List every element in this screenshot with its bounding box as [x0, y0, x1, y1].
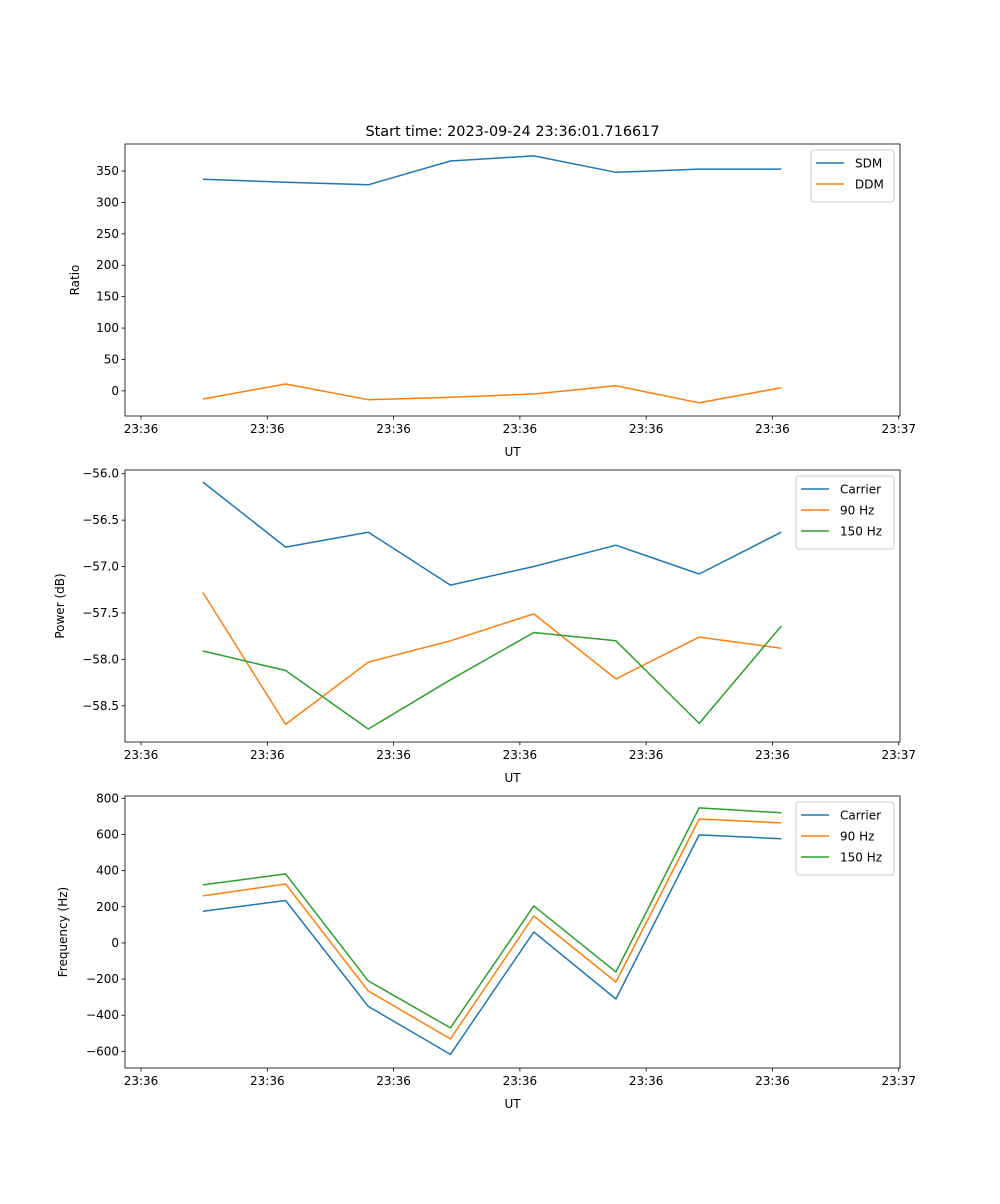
y-tick-label: −56.5	[82, 513, 119, 527]
y-tick-label: 100	[96, 321, 119, 335]
x-tick-label: 23:36	[250, 422, 285, 436]
x-tick-label: 23:36	[124, 748, 159, 762]
y-tick-label: −400	[86, 1008, 119, 1022]
x-axis-label: UT	[504, 771, 521, 785]
y-axis-label: Ratio	[68, 265, 82, 296]
series-line-ddm	[202, 383, 782, 404]
legend-label: 150 Hz	[840, 525, 882, 539]
x-tick-label: 23:36	[755, 748, 790, 762]
legend-label: SDM	[855, 157, 882, 171]
x-tick-label: 23:36	[124, 422, 159, 436]
y-tick-label: 400	[96, 864, 119, 878]
series-line-150-hz	[202, 807, 782, 1029]
series-line-carrier	[202, 834, 782, 1056]
x-tick-label: 23:36	[629, 422, 664, 436]
x-tick-label: 23:36	[629, 748, 664, 762]
y-tick-label: −57.5	[82, 606, 119, 620]
y-tick-label: −58.5	[82, 699, 119, 713]
y-axis-label: Power (dB)	[53, 573, 67, 638]
y-tick-label: 50	[104, 352, 119, 366]
x-tick-label: 23:37	[881, 1074, 916, 1088]
x-tick-label: 23:37	[881, 748, 916, 762]
y-tick-label: 0	[111, 384, 119, 398]
y-axis-label: Frequency (Hz)	[56, 887, 70, 978]
x-tick-label: 23:37	[881, 422, 916, 436]
legend-label: 150 Hz	[840, 851, 882, 865]
subplot-2: 23:36 23:36 23:36 23:36 23:36 23:36 23:37 −58.5…	[53, 467, 916, 785]
x-tick-label: 23:36	[376, 422, 411, 436]
y-tick-label: 200	[96, 258, 119, 272]
y-tick-label: 600	[96, 827, 119, 841]
legend-label: 90 Hz	[840, 504, 874, 518]
x-tick-label: 23:36	[503, 1074, 538, 1088]
x-tick-label: 23:36	[629, 1074, 664, 1088]
y-tick-label: −600	[86, 1044, 119, 1058]
axes-frame	[124, 143, 901, 417]
series-line-150-hz	[202, 625, 782, 730]
y-tick-label: 250	[96, 227, 119, 241]
y-tick-label: −200	[86, 972, 119, 986]
legend-label: DDM	[855, 178, 884, 192]
axes-frame	[124, 795, 901, 1069]
x-tick-label: 23:36	[755, 422, 790, 436]
y-tick-label: 350	[96, 164, 119, 178]
x-axis-label: UT	[504, 445, 521, 459]
y-tick-label: −56.0	[82, 467, 119, 481]
x-tick-label: 23:36	[755, 1074, 790, 1088]
legend: Carrier 90 Hz 150 Hz	[795, 475, 895, 550]
chart-title: Start time: 2023-09-24 23:36:01.716617	[365, 124, 659, 140]
x-tick-label: 23:36	[124, 1074, 159, 1088]
x-tick-label: 23:36	[250, 748, 285, 762]
y-tick-label: −58.0	[82, 652, 119, 666]
series-line-carrier	[202, 481, 782, 586]
x-tick-label: 23:36	[503, 422, 538, 436]
legend-label: 90 Hz	[840, 830, 874, 844]
y-tick-label: 800	[96, 791, 119, 805]
x-tick-label: 23:36	[376, 748, 411, 762]
legend: SDM DDM	[810, 149, 895, 203]
x-tick-label: 23:36	[376, 1074, 411, 1088]
series-line-90-hz	[202, 818, 782, 1040]
y-tick-label: −57.0	[82, 560, 119, 574]
legend-label: Carrier	[840, 809, 881, 823]
axes-frame	[124, 469, 901, 743]
legend: Carrier 90 Hz 150 Hz	[795, 801, 895, 876]
subplot-1: 23:36 23:36 23:36 23:36 23:36 23:36 23:37 0 50 10…	[68, 124, 916, 459]
y-tick-label: 0	[111, 936, 119, 950]
x-tick-label: 23:36	[503, 748, 538, 762]
x-tick-label: 23:36	[250, 1074, 285, 1088]
y-tick-label: 150	[96, 290, 119, 304]
y-tick-label: 300	[96, 195, 119, 209]
series-line-90-hz	[202, 592, 782, 726]
subplot-3: 23:36 23:36 23:36 23:36 23:36 23:36 23:37 −600 −…	[56, 791, 916, 1111]
y-tick-label: 200	[96, 900, 119, 914]
legend-label: Carrier	[840, 483, 881, 497]
x-axis-label: UT	[504, 1097, 521, 1111]
series-line-sdm	[202, 155, 782, 186]
